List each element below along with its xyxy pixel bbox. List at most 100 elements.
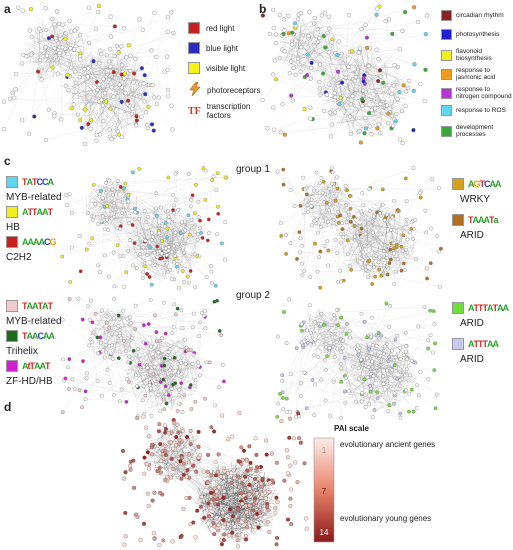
network-node: [423, 208, 428, 213]
network-node: [46, 36, 51, 41]
motif-swatch: [452, 214, 464, 226]
network-node: [165, 270, 170, 275]
network-node: [152, 250, 157, 255]
network-node: [407, 391, 412, 396]
network-node: [217, 329, 222, 333]
network-node: [160, 256, 165, 261]
network-node: [165, 87, 171, 92]
network-node: [85, 211, 90, 215]
network-node: [161, 377, 166, 382]
network-node: [405, 237, 410, 242]
network-node: [256, 525, 261, 530]
motif-swatch: [452, 338, 464, 350]
network-node: [293, 460, 298, 465]
network-nodes: [60, 296, 226, 419]
network-node: [108, 106, 113, 111]
network-node: [142, 471, 147, 476]
network-node: [188, 442, 193, 447]
network-node: [359, 399, 364, 404]
network-node: [359, 235, 364, 239]
network-node: [143, 238, 148, 243]
network-node: [95, 87, 100, 93]
network-node: [304, 526, 309, 531]
network-node: [112, 134, 117, 139]
network-node: [383, 344, 387, 349]
legend-b-swatch: [441, 10, 452, 21]
network-node: [209, 472, 214, 477]
network-node: [254, 452, 259, 457]
network-node: [275, 169, 280, 174]
network-node: [288, 496, 293, 501]
network-node: [178, 535, 183, 540]
network-node: [98, 335, 103, 340]
network-node: [121, 254, 126, 259]
network-node: [176, 285, 181, 290]
network-node: [343, 183, 348, 188]
network-node: [324, 345, 328, 349]
network-node: [131, 170, 135, 175]
network-node: [393, 337, 398, 342]
network-node: [367, 347, 371, 352]
network-node: [332, 110, 338, 115]
network-node: [374, 376, 378, 381]
network-node: [46, 107, 51, 112]
network-node: [282, 478, 287, 483]
network-node: [131, 263, 135, 268]
pai-tick-label: 1: [322, 446, 327, 455]
network-node: [288, 504, 293, 509]
network-node: [63, 36, 68, 41]
network-node: [100, 308, 104, 313]
network-node: [133, 303, 138, 308]
network-node: [385, 368, 389, 373]
network-node: [363, 126, 369, 131]
network-node: [122, 71, 127, 76]
network-node: [314, 170, 319, 175]
network-node: [438, 246, 443, 251]
network-node: [312, 353, 317, 358]
network-node: [370, 359, 374, 364]
network-node: [106, 228, 111, 233]
network-node: [86, 40, 92, 45]
network-node: [211, 521, 216, 526]
network-node: [206, 501, 211, 506]
network-node: [230, 530, 235, 535]
network-node: [67, 357, 72, 361]
network-node: [264, 452, 269, 457]
legend-b-item: response to nitrogen compound: [441, 86, 513, 100]
network-node: [253, 476, 258, 482]
network-node: [386, 17, 392, 22]
network-node: [167, 368, 172, 372]
network-node: [267, 480, 273, 485]
motif-swatch: [6, 300, 18, 312]
network-node: [232, 524, 237, 529]
network-node: [159, 251, 164, 256]
network-node: [389, 227, 393, 232]
network-node: [377, 68, 383, 73]
network-node: [155, 213, 159, 218]
motif-swatch: [6, 360, 18, 372]
network-node: [162, 423, 167, 428]
network-node: [271, 72, 276, 77]
legend-b-swatch: [441, 125, 452, 137]
network-node: [162, 363, 167, 368]
network-node: [174, 462, 179, 467]
network-node: [214, 188, 219, 192]
network-node: [96, 263, 100, 268]
network-node: [376, 331, 381, 335]
network-node: [215, 469, 221, 474]
network-node: [343, 75, 348, 80]
network-node: [369, 132, 374, 137]
network-node: [359, 26, 364, 32]
hairball-edges: [299, 178, 417, 281]
network-node: [1, 99, 7, 104]
network-node: [347, 114, 353, 119]
network-node: [353, 74, 358, 80]
network-node: [344, 332, 349, 336]
network-node: [335, 52, 340, 58]
network-node: [196, 429, 201, 434]
network-node: [314, 217, 319, 222]
network-node: [101, 119, 106, 124]
network-node: [308, 76, 313, 81]
